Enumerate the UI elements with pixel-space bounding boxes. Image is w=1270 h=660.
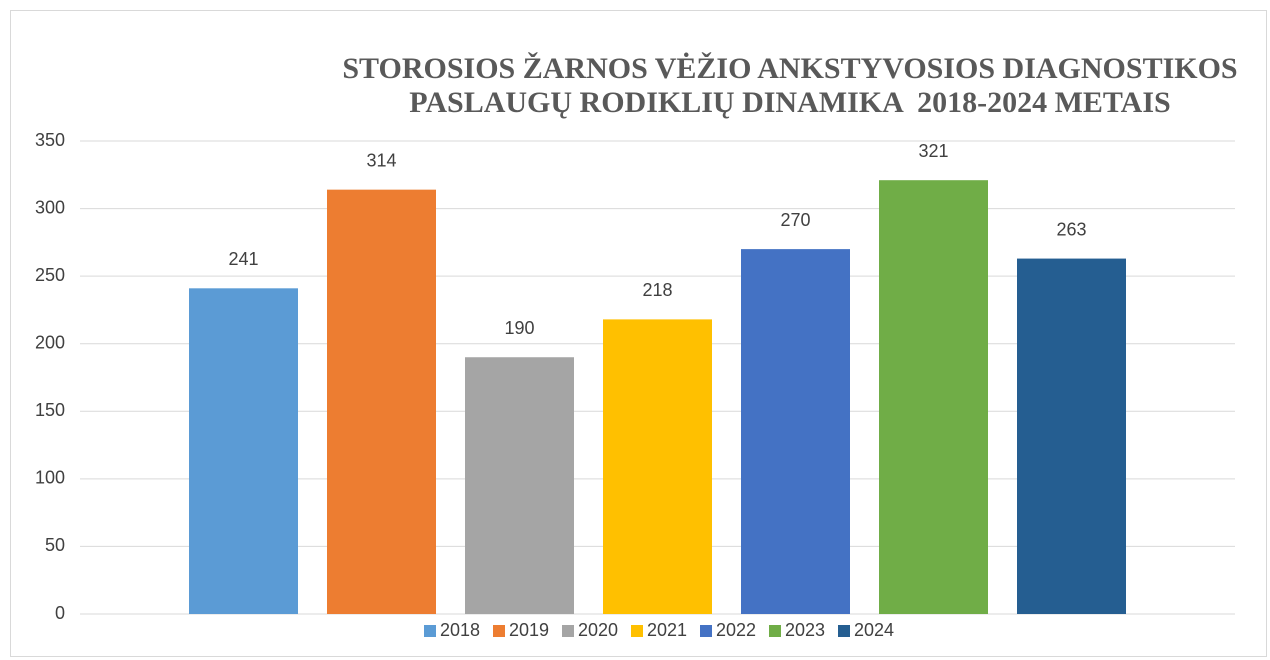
y-tick-label: 150: [35, 400, 65, 420]
legend-swatch: [769, 625, 781, 637]
data-label: 270: [780, 210, 810, 230]
bar: [189, 288, 298, 614]
y-tick-label: 350: [35, 130, 65, 150]
chart-border: [10, 10, 1267, 657]
data-label: 218: [642, 280, 672, 300]
legend-swatch: [631, 625, 643, 637]
legend-label: 2021: [647, 620, 687, 640]
legend-label: 2023: [785, 620, 825, 640]
legend-label: 2024: [854, 620, 894, 640]
legend-label: 2022: [716, 620, 756, 640]
bar: [741, 249, 850, 614]
y-tick-label: 250: [35, 265, 65, 285]
data-label: 314: [366, 150, 396, 170]
legend-label: 2018: [440, 620, 480, 640]
y-tick-label: 200: [35, 332, 65, 352]
legend-swatch: [700, 625, 712, 637]
y-tick-label: 300: [35, 197, 65, 217]
data-label: 241: [228, 249, 258, 269]
legend-label: 2020: [578, 620, 618, 640]
y-tick-label: 0: [55, 603, 65, 623]
bar: [603, 319, 712, 614]
legend-swatch: [562, 625, 574, 637]
y-tick-label: 100: [35, 468, 65, 488]
bar: [879, 180, 988, 615]
y-tick-label: 50: [45, 535, 65, 555]
legend-label: 2019: [509, 620, 549, 640]
bar: [1017, 258, 1126, 614]
data-label: 190: [504, 318, 534, 338]
legend-swatch: [838, 625, 850, 637]
bar: [327, 189, 436, 614]
chart-title: STOROSIOS ŽARNOS VĖŽIO ANKSTYVOSIOS DIAG…: [342, 52, 1246, 119]
data-label: 321: [918, 141, 948, 161]
legend-swatch: [424, 625, 436, 637]
bar: [465, 357, 574, 614]
data-label: 263: [1056, 219, 1086, 239]
legend-swatch: [493, 625, 505, 637]
